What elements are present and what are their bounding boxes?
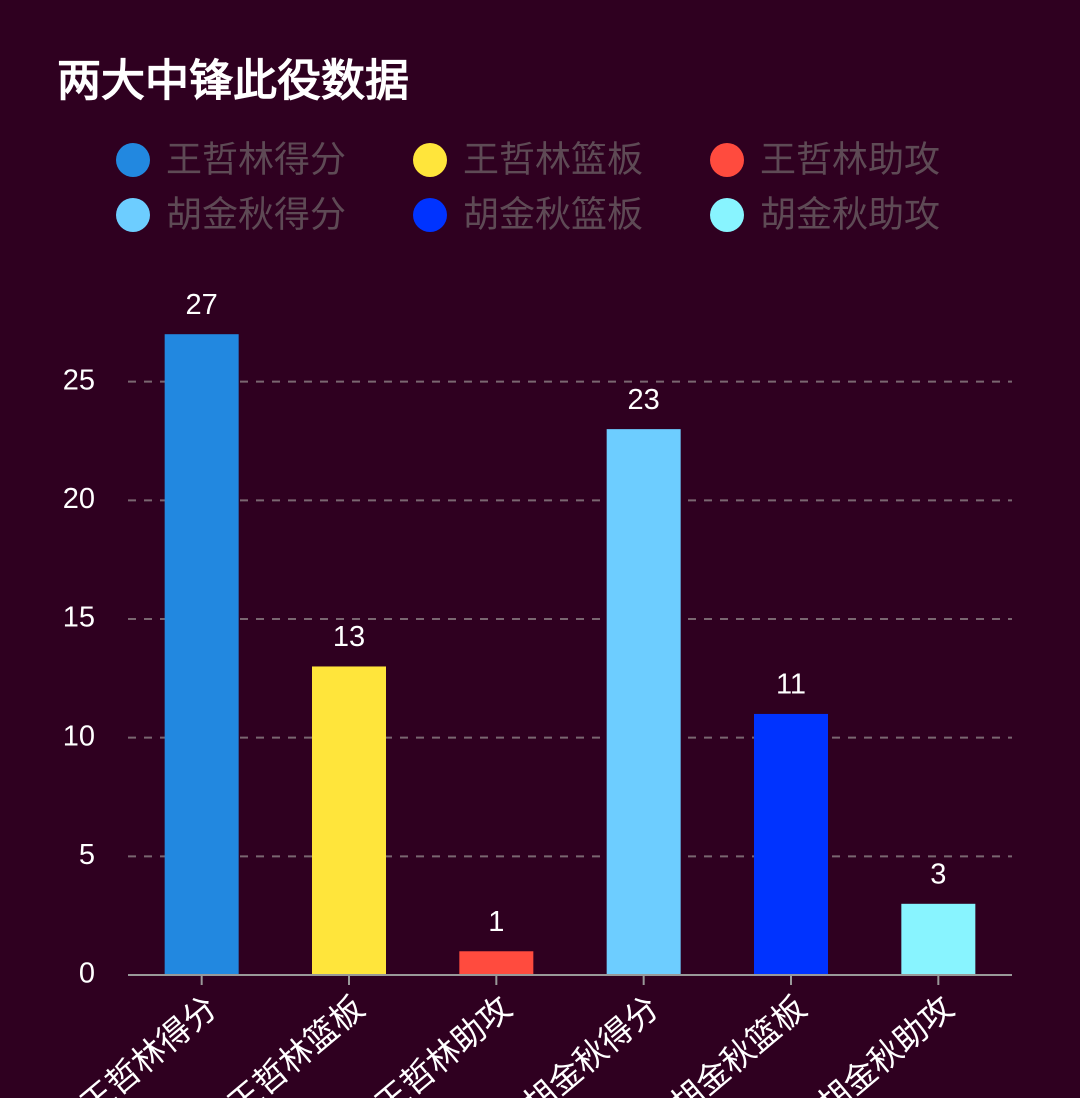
legend-label: 胡金秋篮板 <box>463 194 643 235</box>
legend-label: 胡金秋助攻 <box>760 194 940 235</box>
bar <box>606 429 681 976</box>
legend-marker <box>116 198 150 232</box>
legend-marker <box>116 143 150 177</box>
y-tick-label: 25 <box>63 364 95 396</box>
bar <box>312 666 386 975</box>
bar <box>754 713 828 975</box>
y-tick-label: 0 <box>79 958 95 990</box>
value-label: 11 <box>776 669 806 701</box>
legend-marker <box>413 143 447 177</box>
legend-marker <box>710 143 744 177</box>
legend-label: 胡金秋得分 <box>166 194 346 235</box>
chart-title: 两大中锋此役数据 <box>57 57 409 106</box>
legend-marker <box>710 198 744 232</box>
legend-label: 王哲林得分 <box>166 139 346 180</box>
value-label: 3 <box>930 858 946 890</box>
bar <box>164 334 239 975</box>
value-label: 27 <box>186 289 218 321</box>
y-tick-label: 20 <box>63 483 95 515</box>
y-tick-label: 10 <box>63 720 95 752</box>
bar <box>459 951 534 975</box>
legend-label: 王哲林助攻 <box>760 139 940 180</box>
y-tick-label: 15 <box>63 602 95 634</box>
bar <box>901 903 976 975</box>
value-label: 1 <box>488 906 504 938</box>
legend-marker <box>413 198 447 232</box>
legend-label: 王哲林篮板 <box>463 139 643 180</box>
value-label: 13 <box>333 621 365 653</box>
y-tick-label: 5 <box>79 839 95 871</box>
value-label: 23 <box>628 384 660 416</box>
